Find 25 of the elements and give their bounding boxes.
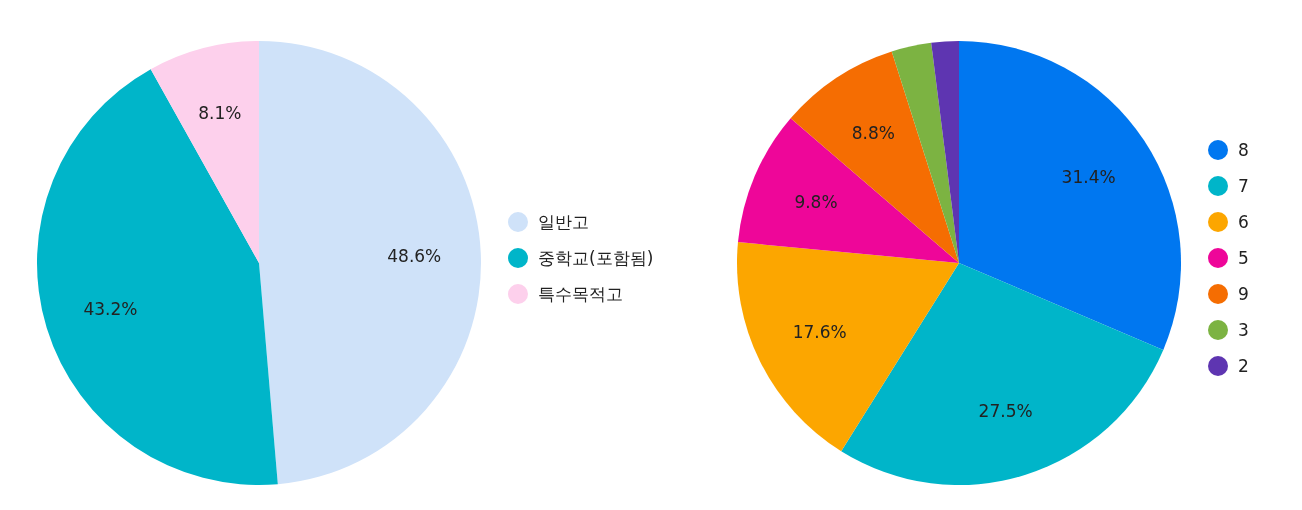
data-label: 43.2% — [83, 298, 138, 319]
legend-label: 일반고 — [538, 210, 589, 234]
pie-slice — [259, 41, 481, 485]
data-label: 17.6% — [792, 321, 847, 342]
pie-slice — [150, 41, 259, 263]
data-label: 27.5% — [978, 401, 1033, 422]
legend-label: 중학교(포함됨) — [538, 246, 654, 270]
data-label: 8.1% — [198, 102, 242, 123]
legend-label: 5 — [1238, 248, 1249, 268]
legend-label: 7 — [1238, 176, 1249, 196]
data-label: 31.4% — [1061, 167, 1116, 188]
data-label: 48.6% — [387, 246, 442, 267]
pie-slice — [790, 51, 959, 263]
pie-slice — [737, 118, 959, 263]
legend-label: 6 — [1238, 212, 1249, 232]
legend-label: 특수목적고 — [538, 282, 623, 306]
pie-slice — [37, 69, 278, 485]
pie-slice — [959, 41, 1181, 350]
legend-label: 3 — [1238, 320, 1249, 340]
pie-slice — [737, 242, 959, 452]
legend-label: 8 — [1238, 140, 1249, 160]
legend-label: 2 — [1238, 356, 1249, 376]
data-label: 9.8% — [794, 192, 838, 213]
legend-label: 9 — [1238, 284, 1249, 304]
data-label: 8.8% — [851, 123, 895, 144]
